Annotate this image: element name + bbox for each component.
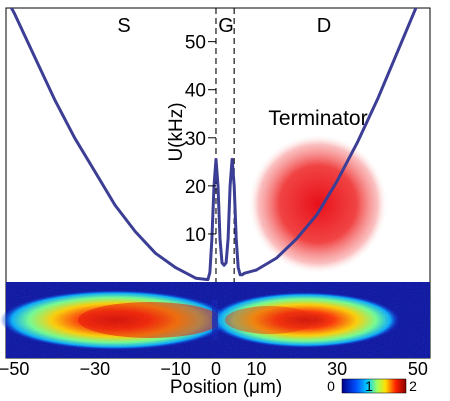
terminator-disk bbox=[248, 134, 388, 274]
region-label-d: D bbox=[317, 15, 331, 37]
x-tick-label-6: 50 bbox=[408, 359, 428, 379]
x-tick-label-3: 0 bbox=[211, 359, 221, 379]
y-tick-label-2: 30 bbox=[185, 129, 206, 150]
y-tick-label-3: 40 bbox=[185, 81, 206, 102]
x-axis-label: Position (μm) bbox=[170, 377, 282, 398]
colorbar-tick-label-2: 2 bbox=[409, 378, 417, 394]
terminator-label: Terminator bbox=[268, 107, 367, 130]
region-label-g: G bbox=[218, 15, 234, 37]
colorbar-tick-label-0: 0 bbox=[327, 378, 335, 394]
density-image bbox=[0, 282, 430, 358]
x-tick-label-1: −30 bbox=[80, 359, 111, 379]
x-tick-label-5: 30 bbox=[327, 359, 347, 379]
series-line-0 bbox=[9, 8, 418, 282]
region-label-s: S bbox=[117, 15, 130, 37]
y-tick-label-0: 10 bbox=[185, 225, 206, 246]
y-tick-label-1: 20 bbox=[185, 177, 206, 198]
colorbar-tick-label-1: 1 bbox=[365, 378, 373, 394]
x-tick-label-2: −10 bbox=[160, 359, 191, 379]
y-tick-label-4: 50 bbox=[185, 33, 206, 54]
y-axis-label: U(kHz) bbox=[166, 102, 187, 161]
colorbar bbox=[341, 378, 407, 394]
x-tick-label-4: 10 bbox=[246, 359, 266, 379]
x-tick-label-0: −50 bbox=[0, 359, 29, 379]
